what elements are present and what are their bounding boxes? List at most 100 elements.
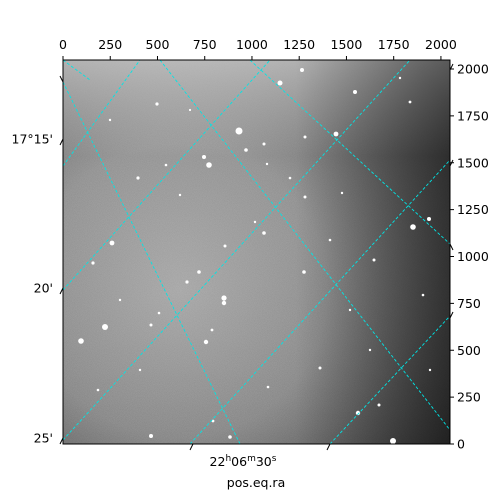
x-tick-label: 0 <box>59 37 67 52</box>
ra-tick-label: 22h06m30s <box>210 454 277 469</box>
star <box>302 270 306 274</box>
grid-line <box>249 60 450 245</box>
y-tick-label: 1750 <box>457 108 489 123</box>
star <box>228 435 232 439</box>
star <box>408 100 412 104</box>
sky-image <box>63 60 450 444</box>
star <box>210 328 214 332</box>
dec-tick-mark <box>59 287 64 295</box>
star <box>149 434 153 438</box>
dec-tick-label: 17°15' <box>12 132 54 147</box>
star <box>91 261 95 265</box>
star <box>340 191 344 195</box>
star <box>303 135 307 139</box>
grid-line <box>63 60 271 291</box>
y-tick-label: 250 <box>457 390 481 405</box>
grid-line <box>63 60 411 441</box>
star <box>102 324 108 330</box>
x-tick-label: 750 <box>193 37 217 52</box>
grid-line <box>189 159 450 444</box>
star <box>223 244 227 248</box>
y-tick-label: 500 <box>457 343 481 358</box>
dec-tick-mark <box>59 437 64 445</box>
grid-line <box>159 60 450 431</box>
star <box>372 258 376 262</box>
star <box>333 131 339 137</box>
star <box>428 368 432 372</box>
star <box>300 68 304 72</box>
star <box>410 224 416 230</box>
star <box>197 270 201 274</box>
star <box>157 311 161 315</box>
star <box>288 176 292 180</box>
star <box>277 80 283 86</box>
star <box>265 162 269 166</box>
star <box>78 338 84 344</box>
star <box>185 280 189 284</box>
star <box>244 148 248 152</box>
star <box>202 155 206 159</box>
x-tick-label: 1250 <box>283 37 315 52</box>
grid-line <box>63 60 91 81</box>
star <box>421 293 425 297</box>
star <box>427 217 431 221</box>
ra-axis-bottom <box>189 443 331 451</box>
star <box>398 76 402 80</box>
star <box>368 348 372 352</box>
star-field <box>78 68 432 444</box>
star <box>108 118 112 122</box>
x-tick-label: 1750 <box>378 37 410 52</box>
y-tick-label: 2000 <box>457 62 489 77</box>
star <box>253 220 257 224</box>
x-axis-label: pos.eq.ra <box>227 475 285 490</box>
star <box>266 385 270 389</box>
star <box>303 195 307 199</box>
star <box>353 90 357 94</box>
dec-axis-left: 17°15' 20' 25' <box>12 63 454 446</box>
grid-line <box>63 81 241 444</box>
pixel-y-axis-right: 0 250 500 750 1000 1250 1500 1750 2000 <box>450 62 489 452</box>
star <box>188 108 192 112</box>
star <box>149 323 153 327</box>
pixel-x-axis-top: 0 250 500 750 1000 1250 1500 1750 2000 <box>59 37 457 60</box>
star <box>164 163 168 167</box>
star <box>262 142 266 146</box>
star <box>138 368 142 372</box>
star <box>178 193 182 197</box>
star <box>206 162 212 168</box>
star <box>203 339 209 345</box>
star <box>328 238 332 242</box>
dec-tick-label: 20' <box>34 281 53 296</box>
grid-line <box>63 60 141 167</box>
star <box>155 102 159 106</box>
x-tick-label: 500 <box>146 37 170 52</box>
star <box>348 308 352 312</box>
coordinate-grid <box>63 60 450 444</box>
x-tick-label: 1000 <box>236 37 268 52</box>
star <box>262 231 266 235</box>
star <box>109 240 115 246</box>
star <box>118 298 122 302</box>
plot-frame <box>62 59 451 445</box>
star <box>377 403 381 407</box>
star <box>221 295 227 301</box>
dec-tick-label: 25' <box>34 431 53 446</box>
star <box>221 300 227 306</box>
star <box>96 388 100 392</box>
y-tick-label: 1250 <box>457 202 489 217</box>
x-tick-label: 250 <box>98 37 122 52</box>
dec-tick-mark <box>59 138 64 146</box>
y-tick-label: 0 <box>457 437 465 452</box>
y-tick-label: 1500 <box>457 155 489 170</box>
y-tick-label: 750 <box>457 296 481 311</box>
star <box>355 410 361 416</box>
x-tick-label: 2000 <box>425 37 457 52</box>
star <box>136 176 140 180</box>
star <box>235 127 243 135</box>
star <box>318 366 322 370</box>
grid-line <box>329 315 450 444</box>
star <box>390 438 396 444</box>
y-tick-label: 1000 <box>457 249 489 264</box>
x-tick-label: 1500 <box>331 37 363 52</box>
